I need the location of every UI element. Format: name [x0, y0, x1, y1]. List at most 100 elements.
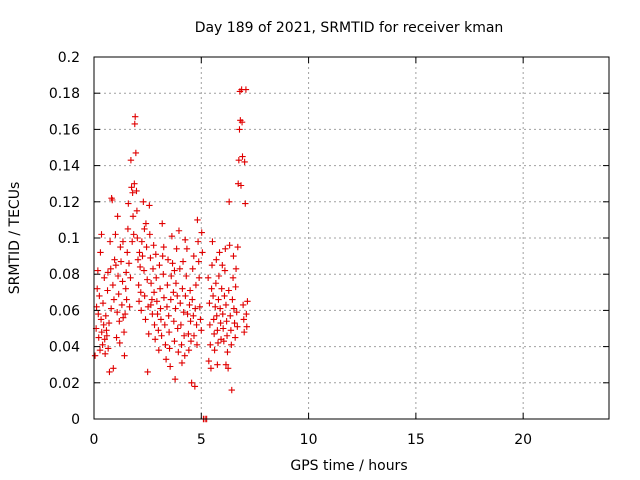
data-point	[135, 281, 142, 289]
data-point	[187, 337, 195, 345]
data-point	[106, 368, 113, 376]
y-tick-label: 0.12	[49, 195, 80, 211]
data-point	[222, 245, 229, 253]
data-point	[185, 330, 192, 338]
data-point	[176, 265, 184, 272]
data-point	[143, 243, 150, 251]
data-point	[173, 245, 180, 253]
data-point	[190, 332, 198, 339]
data-point	[95, 310, 102, 318]
data-point	[140, 198, 147, 205]
data-point	[213, 312, 220, 320]
data-point	[147, 301, 155, 309]
data-point	[180, 309, 187, 316]
data-point	[217, 319, 224, 327]
y-tick-label: 0.04	[49, 340, 80, 356]
data-point	[114, 213, 121, 220]
data-point	[181, 236, 189, 244]
data-point	[165, 312, 172, 320]
y-tick-label: 0.08	[49, 267, 80, 283]
data-point	[146, 231, 153, 238]
data-point	[172, 280, 180, 287]
x-tick-label: 5	[197, 432, 206, 448]
data-point	[191, 383, 199, 390]
data-point	[204, 274, 212, 282]
data-point	[238, 118, 246, 126]
data-point	[97, 316, 105, 323]
data-point	[241, 328, 248, 336]
data-point	[128, 238, 136, 245]
data-point	[243, 323, 250, 330]
data-point	[198, 229, 205, 236]
data-point	[177, 321, 185, 329]
data-point	[160, 243, 167, 251]
data-point	[172, 305, 179, 312]
data-point	[153, 298, 161, 305]
data-point	[115, 290, 122, 298]
data-point	[242, 86, 250, 93]
data-point	[174, 325, 181, 332]
data-point	[222, 361, 230, 368]
data-point	[141, 225, 148, 233]
data-point	[142, 220, 150, 227]
y-tick-label: 0	[71, 412, 80, 428]
data-point	[223, 332, 231, 339]
data-point	[101, 336, 108, 343]
data-point	[234, 243, 241, 251]
data-point	[111, 256, 118, 263]
plot-frame	[93, 56, 610, 420]
data-point	[179, 285, 186, 292]
data-point	[174, 292, 181, 300]
data-point	[189, 265, 196, 272]
data-point	[235, 156, 243, 164]
data-point	[170, 318, 178, 325]
data-point	[209, 238, 216, 245]
data-point	[125, 260, 133, 267]
data-point	[155, 327, 162, 334]
data-point	[218, 285, 225, 292]
data-point	[145, 330, 152, 338]
data-point	[157, 305, 164, 312]
data-point	[208, 261, 216, 269]
data-point	[177, 299, 184, 307]
data-point	[149, 265, 157, 272]
data-point	[151, 336, 159, 343]
data-point	[216, 249, 223, 256]
data-point	[113, 309, 121, 316]
data-point	[219, 261, 226, 269]
data-point	[101, 274, 108, 282]
data-point	[116, 339, 123, 347]
data-point	[94, 267, 102, 274]
data-point	[219, 325, 227, 332]
data-point	[144, 276, 151, 283]
data-point	[224, 348, 231, 356]
data-point	[226, 242, 233, 249]
data-point	[147, 254, 154, 262]
data-point	[103, 327, 110, 334]
data-point	[243, 310, 250, 318]
data-point	[188, 379, 195, 386]
data-point	[99, 341, 106, 348]
data-point	[147, 280, 155, 287]
data-point	[142, 316, 149, 323]
y-tick-label: 0.2	[58, 50, 80, 66]
data-point	[227, 312, 234, 320]
data-point	[225, 198, 233, 205]
data-point	[114, 272, 122, 280]
grid	[94, 57, 609, 419]
data-point	[169, 260, 176, 267]
data-point	[207, 365, 215, 372]
data-point	[99, 299, 107, 307]
data-point	[210, 316, 217, 323]
y-tick-label: 0.16	[49, 122, 80, 138]
data-point	[154, 310, 161, 318]
data-point	[117, 258, 125, 265]
x-tick-label: 10	[300, 432, 318, 448]
data-point	[197, 316, 204, 323]
data-point	[124, 225, 132, 233]
data-point	[141, 292, 148, 300]
data-point	[126, 303, 133, 310]
data-point	[107, 305, 115, 312]
data-point	[97, 249, 104, 256]
